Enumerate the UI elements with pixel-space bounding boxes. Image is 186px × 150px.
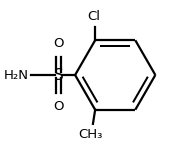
Text: Cl: Cl xyxy=(87,10,100,23)
Text: O: O xyxy=(54,99,64,112)
Text: S: S xyxy=(54,68,64,82)
Text: H₂N: H₂N xyxy=(4,69,29,81)
Text: O: O xyxy=(54,38,64,51)
Text: CH₃: CH₃ xyxy=(78,128,103,141)
